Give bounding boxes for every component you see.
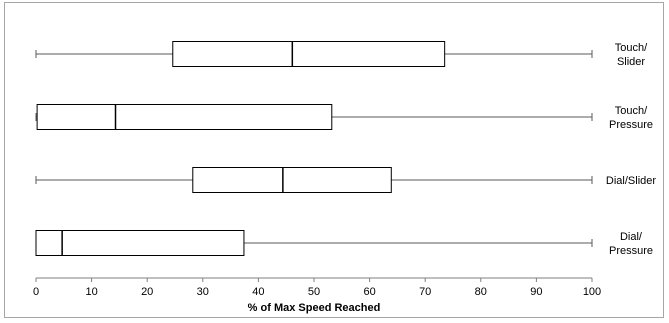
iqr-box [36, 104, 333, 130]
x-tick-label: 10 [85, 286, 97, 298]
x-tick-label: 70 [419, 286, 431, 298]
x-tick-label: 90 [530, 286, 542, 298]
x-tick-label: 0 [33, 286, 39, 298]
x-axis-label: % of Max Speed Reached [248, 302, 381, 314]
x-tick-label: 80 [475, 286, 487, 298]
x-tick-label: 30 [197, 286, 209, 298]
category-label: Touch/ [615, 42, 648, 54]
x-tick-label: 20 [141, 286, 153, 298]
box-series [35, 41, 593, 256]
box-group [35, 230, 593, 256]
box-group [35, 104, 593, 130]
box-group [35, 41, 593, 67]
iqr-box [192, 167, 392, 193]
category-label: Pressure [609, 245, 653, 257]
iqr-box [172, 41, 446, 67]
category-label: Slider [617, 56, 645, 68]
iqr-box [35, 230, 245, 256]
x-tick-label: 40 [252, 286, 264, 298]
box-group [35, 167, 593, 193]
category-labels: Touch/Slider Touch/Pressure Dial/Slider Dia… [606, 42, 656, 257]
category-label: Touch/ [615, 105, 648, 117]
x-tick-label: 60 [363, 286, 375, 298]
x-tick-label: 100 [583, 286, 601, 298]
chart-frame [4, 2, 664, 318]
x-axis-ticks: 0 10 20 30 40 50 60 70 80 90 100 [33, 278, 601, 298]
category-label: Dial/Slider [606, 175, 656, 187]
category-label: Dial/ [620, 231, 643, 243]
x-tick-label: 50 [308, 286, 320, 298]
category-label: Pressure [609, 119, 653, 131]
